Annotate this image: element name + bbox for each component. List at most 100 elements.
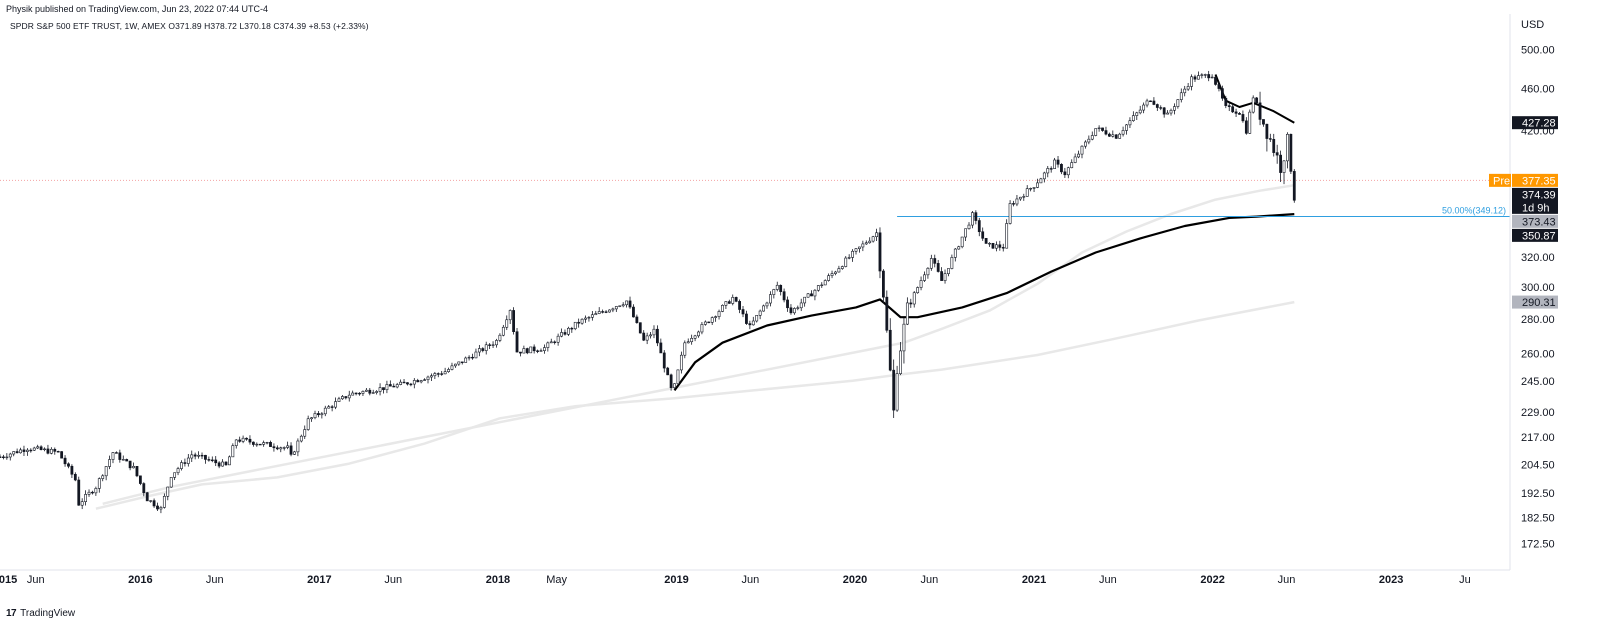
- candle-body: [543, 347, 546, 351]
- candle-body: [799, 302, 803, 309]
- candle-body: [895, 373, 899, 411]
- y-tick-label: 204.50: [1521, 460, 1555, 472]
- candle-body: [820, 284, 824, 287]
- candle-body: [1107, 133, 1111, 137]
- candle-body: [1084, 141, 1087, 147]
- y-tick-label: 500.00: [1521, 45, 1555, 57]
- candle-body: [1214, 76, 1217, 85]
- candle-body: [967, 224, 971, 230]
- candle-body: [1001, 247, 1005, 249]
- candle-body: [138, 475, 142, 484]
- candle-body: [823, 280, 827, 286]
- moving-average-line: [1214, 74, 1295, 124]
- candle-body: [46, 448, 50, 454]
- candle-body: [262, 442, 266, 445]
- candle-body: [1138, 109, 1142, 114]
- candle-body: [430, 375, 433, 378]
- candle-body: [193, 454, 197, 457]
- candle-body: [974, 212, 978, 221]
- candle-body: [1005, 223, 1009, 249]
- candle-body: [933, 258, 937, 264]
- candle-body: [399, 381, 403, 385]
- candle-body: [1087, 138, 1091, 143]
- candle-body: [1186, 86, 1190, 90]
- candle-body: [902, 323, 906, 352]
- candle-body: [549, 341, 553, 344]
- candle-body: [1015, 198, 1019, 205]
- x-tick-label: 2021: [1022, 574, 1046, 586]
- candle-body: [426, 376, 430, 381]
- candle-body: [180, 462, 183, 469]
- candle-body: [1080, 145, 1084, 155]
- candle-body: [197, 454, 200, 457]
- candle-body: [450, 365, 454, 370]
- candle-body: [635, 316, 639, 323]
- pre-market-tag-text: Pre: [1493, 175, 1510, 187]
- x-tick-label: Jun: [1099, 574, 1117, 586]
- candle-body: [166, 486, 170, 497]
- candle-body: [1056, 159, 1060, 165]
- plot-area[interactable]: 50.00%(349.12): [0, 70, 1510, 514]
- candle-body: [878, 232, 882, 272]
- candle-body: [710, 317, 714, 323]
- candle-body: [936, 263, 940, 272]
- candle-body: [484, 344, 488, 351]
- candle-body: [416, 380, 420, 383]
- candle-body: [1077, 153, 1080, 158]
- candle-body: [132, 465, 135, 469]
- y-tick-label: 172.50: [1521, 539, 1555, 551]
- candle-body: [447, 369, 450, 372]
- candle-body: [440, 373, 444, 375]
- price-label-text: 350.87: [1522, 230, 1556, 242]
- candle-body: [679, 354, 683, 371]
- candle-body: [453, 363, 457, 367]
- candle-body: [224, 461, 228, 466]
- candle-body: [851, 250, 854, 258]
- candle-body: [1094, 128, 1098, 136]
- candle-body: [15, 451, 19, 454]
- candle-body: [508, 310, 512, 321]
- price-label-box: [1512, 187, 1558, 214]
- candle-body: [529, 346, 533, 354]
- candle-body: [532, 346, 536, 352]
- candle-body: [1029, 188, 1033, 190]
- candle-body: [423, 379, 426, 381]
- candle-body: [231, 445, 235, 458]
- candle-body: [228, 456, 231, 466]
- candle-body: [912, 292, 916, 305]
- candle-body: [662, 352, 666, 369]
- x-axis[interactable]: 2015 Jun 2016 Jun 2017 Jun 2018 May 2019 Jun 2020 J…: [0, 574, 1471, 586]
- tradingview-logo-icon: 17: [6, 608, 17, 619]
- candle-body: [1262, 119, 1265, 125]
- candle-body: [169, 477, 173, 488]
- candle-body: [1176, 99, 1180, 107]
- candle-body: [625, 300, 628, 306]
- candle-body: [868, 240, 872, 244]
- candle-body: [1258, 102, 1262, 120]
- candle-body: [981, 231, 985, 239]
- candle-body: [388, 384, 392, 387]
- candle-body: [673, 383, 676, 388]
- candle-body: [721, 305, 724, 312]
- candle-body: [940, 271, 944, 281]
- candle-body: [666, 367, 670, 376]
- candle-body: [320, 413, 324, 416]
- currency-label: USD: [1521, 19, 1544, 31]
- candle-body: [436, 373, 440, 375]
- candle-body: [1207, 74, 1211, 79]
- candle-body: [238, 439, 242, 442]
- candle-body: [758, 310, 762, 316]
- candle-body: [1149, 100, 1152, 103]
- candle-body: [36, 446, 40, 449]
- candle-body: [1220, 88, 1224, 99]
- candle-body: [491, 344, 495, 346]
- price-label-text: 427.28: [1522, 118, 1556, 130]
- candle-body: [382, 387, 385, 391]
- x-tick-label: Jun: [741, 574, 759, 586]
- candle-body: [577, 321, 581, 324]
- candle-body: [772, 289, 776, 295]
- candle-body: [830, 273, 834, 276]
- price-label-text: 373.43: [1522, 216, 1556, 228]
- candle-body: [97, 478, 101, 489]
